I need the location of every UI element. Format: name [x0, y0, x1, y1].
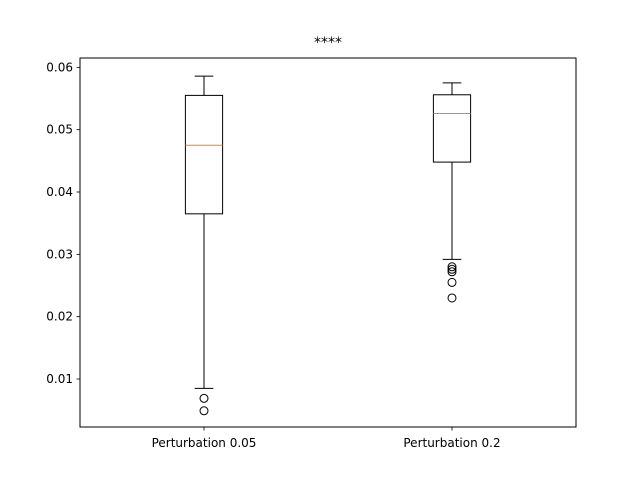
outlier-point: [199, 393, 209, 403]
y-tick-label: 0.03: [46, 247, 73, 261]
x-tick-label: Perturbation 0.05: [152, 436, 257, 450]
iqr-box: [432, 94, 472, 163]
outlier-point: [199, 406, 209, 416]
y-tick-label: 0.01: [46, 372, 73, 386]
y-tick-label: 0.04: [46, 185, 73, 199]
iqr-box: [184, 94, 224, 215]
outlier-point: [447, 262, 457, 272]
y-tick-label: 0.02: [46, 310, 73, 324]
y-tick-label: 0.06: [46, 60, 73, 74]
y-tick-label: 0.05: [46, 123, 73, 137]
outlier-point: [447, 267, 457, 277]
chart-title: ****: [314, 35, 342, 51]
outlier-point: [447, 264, 457, 274]
outlier-point: [447, 293, 457, 303]
x-tick-label: Perturbation 0.2: [403, 436, 500, 450]
plot-area: [80, 58, 576, 427]
axes-frame: [79, 57, 577, 428]
outlier-point: [447, 277, 457, 287]
